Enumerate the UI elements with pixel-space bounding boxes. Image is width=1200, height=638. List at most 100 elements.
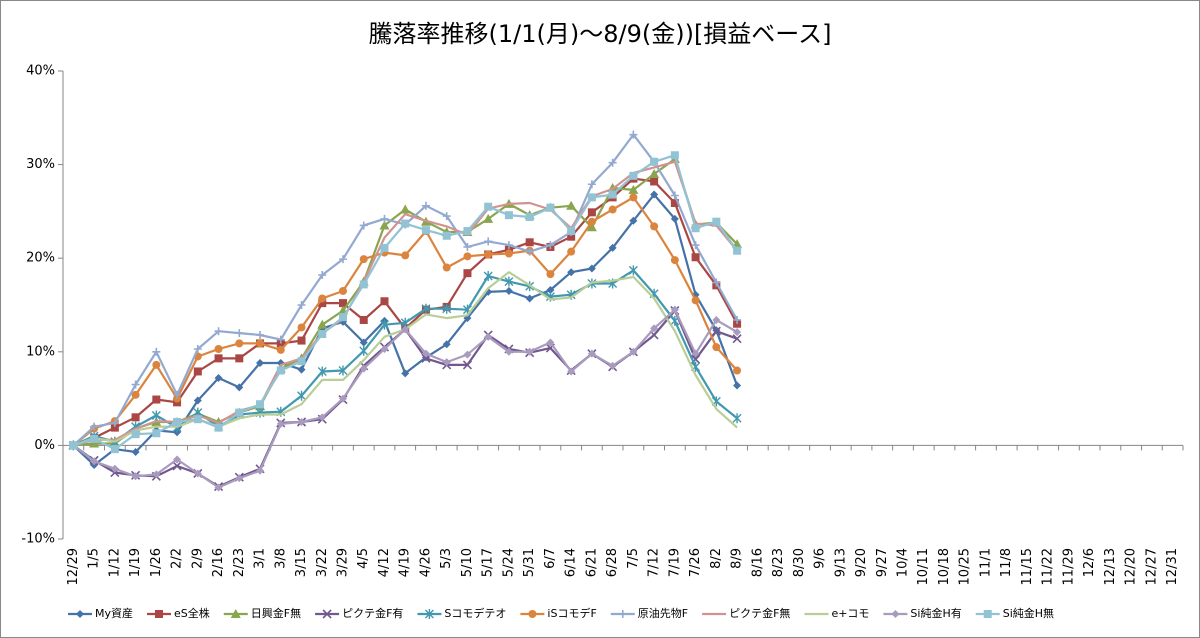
point bbox=[504, 241, 513, 250]
point bbox=[525, 238, 534, 247]
point bbox=[235, 408, 244, 417]
point bbox=[152, 429, 161, 438]
x-tick-label: 4/26 bbox=[418, 548, 433, 577]
point bbox=[608, 190, 617, 199]
point bbox=[214, 327, 223, 336]
x-tick-label: 2/16 bbox=[211, 548, 226, 577]
legend-marker bbox=[230, 609, 241, 618]
point bbox=[339, 313, 347, 322]
y-tick-label: -10% bbox=[21, 532, 55, 547]
point bbox=[380, 243, 389, 252]
point bbox=[193, 415, 202, 424]
point bbox=[214, 354, 223, 363]
x-tick-label: 12/31 bbox=[1165, 548, 1180, 585]
point bbox=[110, 423, 119, 432]
point bbox=[90, 457, 99, 466]
point bbox=[110, 464, 119, 473]
point bbox=[629, 130, 638, 139]
point bbox=[318, 294, 327, 303]
x-tick-label: 12/13 bbox=[1103, 548, 1118, 585]
point bbox=[712, 217, 721, 226]
point bbox=[733, 328, 742, 337]
point bbox=[567, 367, 576, 376]
point bbox=[670, 256, 679, 265]
x-tick-label: 6/14 bbox=[564, 548, 579, 577]
point bbox=[463, 350, 472, 359]
point bbox=[567, 247, 576, 256]
x-tick-label: 1/19 bbox=[128, 548, 143, 577]
point bbox=[235, 383, 244, 392]
x-tick-label: 10/4 bbox=[896, 548, 911, 577]
point bbox=[670, 315, 680, 326]
point bbox=[110, 418, 119, 427]
x-tick-label: 4/12 bbox=[377, 548, 392, 577]
point bbox=[567, 232, 576, 241]
x-tick-label: 5/10 bbox=[460, 548, 475, 577]
point bbox=[483, 213, 494, 223]
x-tick-label: 10/11 bbox=[916, 548, 931, 585]
point bbox=[587, 217, 596, 226]
x-tick-label: 9/13 bbox=[833, 548, 848, 577]
x-tick-label: 5/24 bbox=[501, 548, 516, 577]
point bbox=[504, 249, 513, 258]
point bbox=[628, 265, 638, 276]
legend-marker bbox=[528, 610, 537, 618]
point bbox=[359, 315, 368, 324]
x-tick-label: 3/29 bbox=[336, 548, 351, 577]
point bbox=[235, 339, 244, 348]
point bbox=[297, 357, 306, 366]
legend-marker bbox=[618, 610, 627, 618]
point bbox=[629, 347, 638, 356]
point bbox=[712, 343, 721, 352]
point bbox=[608, 158, 617, 167]
x-tick-label: 8/16 bbox=[750, 548, 765, 577]
point bbox=[691, 224, 700, 233]
point bbox=[131, 413, 140, 422]
point bbox=[711, 326, 721, 336]
point bbox=[650, 190, 659, 199]
legend-marker bbox=[76, 610, 84, 618]
x-tick-label: 1/26 bbox=[149, 548, 164, 577]
point bbox=[484, 237, 493, 246]
point bbox=[463, 227, 472, 236]
x-tick-label: 4/19 bbox=[398, 548, 413, 577]
x-tick-label: 7/26 bbox=[688, 548, 703, 577]
point bbox=[297, 365, 306, 374]
x-tick-label: 11/8 bbox=[999, 548, 1014, 577]
x-tick-label: 11/22 bbox=[1041, 548, 1056, 585]
point bbox=[379, 220, 390, 230]
point bbox=[691, 253, 700, 262]
point bbox=[69, 441, 78, 450]
point bbox=[401, 219, 410, 228]
point bbox=[90, 422, 99, 431]
point bbox=[525, 247, 534, 256]
point bbox=[650, 177, 659, 186]
point bbox=[400, 204, 411, 214]
point bbox=[504, 286, 513, 295]
legend-label: 日興金F無 bbox=[251, 606, 301, 620]
legend-marker bbox=[891, 610, 900, 618]
point bbox=[359, 364, 368, 373]
point bbox=[463, 242, 472, 251]
point bbox=[733, 366, 742, 375]
x-tick-label: 7/19 bbox=[667, 548, 682, 577]
x-tick-label: 12/27 bbox=[1144, 548, 1159, 585]
point bbox=[504, 276, 514, 287]
point bbox=[235, 354, 244, 363]
point bbox=[670, 198, 679, 207]
point bbox=[173, 418, 182, 426]
x-tick-label: 9/6 bbox=[813, 548, 828, 569]
point bbox=[276, 345, 285, 354]
x-tick-label: 2/9 bbox=[190, 548, 205, 569]
point bbox=[318, 330, 327, 339]
point bbox=[421, 201, 430, 210]
point bbox=[256, 330, 265, 339]
x-tick-label: 9/27 bbox=[875, 548, 890, 577]
point bbox=[546, 203, 555, 212]
x-tick-label: 12/20 bbox=[1124, 548, 1139, 585]
x-tick-label: 2/2 bbox=[170, 548, 185, 569]
point bbox=[650, 222, 659, 231]
legend-label: My資産 bbox=[95, 607, 133, 620]
